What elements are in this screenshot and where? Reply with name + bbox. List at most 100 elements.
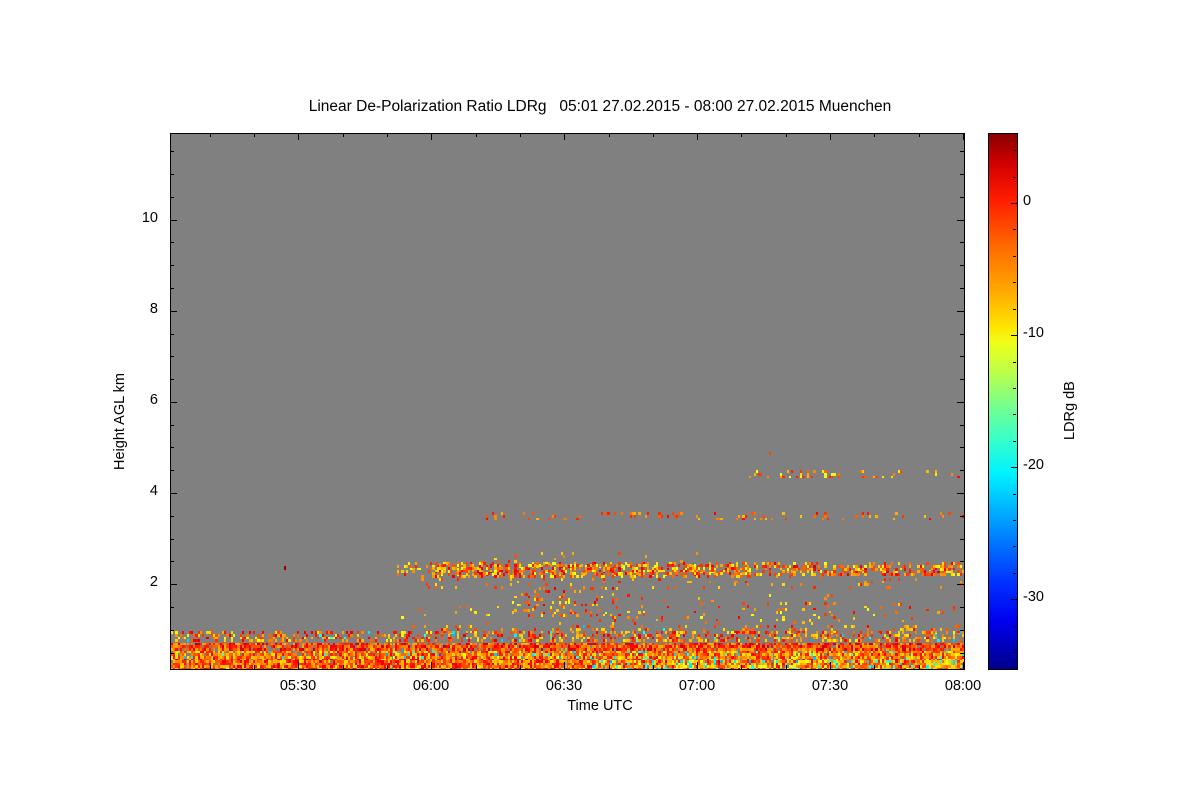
y-tick-minor bbox=[170, 288, 174, 289]
colorbar-tick-minor bbox=[1013, 388, 1016, 389]
colorbar bbox=[988, 133, 1018, 670]
y-tick-minor-right bbox=[960, 447, 964, 448]
x-tick-minor bbox=[653, 665, 654, 669]
y-tick-minor bbox=[170, 197, 174, 198]
colorbar-tick-label: -10 bbox=[1023, 325, 1044, 341]
y-tick-major-right bbox=[957, 311, 964, 312]
y-tick-minor bbox=[170, 379, 174, 380]
x-tick-minor-top bbox=[609, 133, 610, 137]
colorbar-tick-minor bbox=[1013, 150, 1016, 151]
colorbar-tick-label: 0 bbox=[1023, 193, 1031, 209]
x-tick-minor bbox=[254, 665, 255, 669]
colorbar-tick-minor bbox=[1013, 282, 1016, 283]
y-tick-minor bbox=[170, 356, 174, 357]
y-tick-minor-right bbox=[960, 425, 964, 426]
colorbar-tick-minor bbox=[1013, 309, 1016, 310]
y-tick-minor-right bbox=[960, 470, 964, 471]
x-tick-major-top bbox=[298, 133, 299, 140]
x-tick-minor bbox=[919, 665, 920, 669]
colorbar-tick-major bbox=[1011, 467, 1017, 468]
y-tick-major bbox=[170, 584, 177, 585]
colorbar-tick-minor bbox=[1013, 177, 1016, 178]
x-tick-minor bbox=[343, 665, 344, 669]
x-tick-minor bbox=[741, 665, 742, 669]
y-tick-minor bbox=[170, 174, 174, 175]
y-tick-major-right bbox=[957, 220, 964, 221]
colorbar-tick-minor bbox=[1013, 494, 1016, 495]
x-tick-label: 08:00 bbox=[928, 678, 998, 694]
y-tick-minor bbox=[170, 425, 174, 426]
y-tick-minor bbox=[170, 516, 174, 517]
y-tick-minor bbox=[170, 151, 174, 152]
y-tick-minor-right bbox=[960, 356, 964, 357]
x-tick-major bbox=[697, 662, 698, 669]
chart-title: Linear De-Polarization Ratio LDRg 05:01 … bbox=[0, 98, 1200, 116]
colorbar-title: LDRg dB bbox=[1062, 381, 1078, 440]
y-tick-major-right bbox=[957, 402, 964, 403]
x-tick-major bbox=[830, 662, 831, 669]
x-tick-label: 07:30 bbox=[795, 678, 865, 694]
x-tick-minor-top bbox=[919, 133, 920, 137]
x-tick-minor-top bbox=[520, 133, 521, 137]
y-tick-minor bbox=[170, 470, 174, 471]
x-tick-label: 07:00 bbox=[662, 678, 732, 694]
heatmap-plot-area[interactable] bbox=[170, 133, 965, 670]
y-tick-minor-right bbox=[960, 516, 964, 517]
y-tick-minor bbox=[170, 539, 174, 540]
x-tick-major bbox=[298, 662, 299, 669]
y-tick-minor-right bbox=[960, 265, 964, 266]
colorbar-tick-minor bbox=[1013, 546, 1016, 547]
x-tick-major bbox=[564, 662, 565, 669]
y-tick-minor-right bbox=[960, 334, 964, 335]
y-tick-major bbox=[170, 402, 177, 403]
y-tick-label: 8 bbox=[118, 301, 158, 317]
x-tick-minor-top bbox=[254, 133, 255, 137]
x-tick-minor bbox=[387, 665, 388, 669]
y-tick-label: 6 bbox=[118, 392, 158, 408]
colorbar-tick-major bbox=[1011, 599, 1017, 600]
colorbar-tick-label: -30 bbox=[1023, 589, 1044, 605]
colorbar-tick-minor bbox=[1013, 362, 1016, 363]
y-tick-major bbox=[170, 220, 177, 221]
y-tick-minor bbox=[170, 334, 174, 335]
colorbar-tick-minor bbox=[1013, 441, 1016, 442]
y-tick-label: 10 bbox=[118, 210, 158, 226]
y-tick-minor-right bbox=[960, 607, 964, 608]
y-tick-minor-right bbox=[960, 174, 964, 175]
y-tick-major bbox=[170, 311, 177, 312]
x-tick-minor bbox=[609, 665, 610, 669]
y-tick-minor-right bbox=[960, 379, 964, 380]
y-tick-minor-right bbox=[960, 561, 964, 562]
y-axis-title: Height AGL km bbox=[112, 373, 128, 470]
x-tick-minor bbox=[786, 665, 787, 669]
y-tick-major-right bbox=[957, 493, 964, 494]
y-tick-minor bbox=[170, 447, 174, 448]
y-tick-major-right bbox=[957, 584, 964, 585]
x-tick-major-top bbox=[830, 133, 831, 140]
x-axis-title: Time UTC bbox=[0, 698, 1200, 714]
x-tick-major bbox=[431, 662, 432, 669]
y-tick-label: 2 bbox=[118, 574, 158, 590]
y-tick-label: 4 bbox=[118, 483, 158, 499]
x-tick-major-top bbox=[963, 133, 964, 140]
x-tick-minor bbox=[874, 665, 875, 669]
colorbar-tick-minor bbox=[1013, 573, 1016, 574]
colorbar-tick-minor bbox=[1013, 520, 1016, 521]
y-tick-major bbox=[170, 493, 177, 494]
colorbar-tick-minor bbox=[1013, 652, 1016, 653]
y-tick-minor-right bbox=[960, 151, 964, 152]
y-tick-minor-right bbox=[960, 288, 964, 289]
colorbar-tick-major bbox=[1011, 335, 1017, 336]
x-tick-minor-top bbox=[387, 133, 388, 137]
x-tick-minor-top bbox=[653, 133, 654, 137]
x-tick-minor-top bbox=[210, 133, 211, 137]
y-tick-minor-right bbox=[960, 539, 964, 540]
x-tick-minor-top bbox=[476, 133, 477, 137]
colorbar-tick-minor bbox=[1013, 414, 1016, 415]
x-tick-label: 05:30 bbox=[263, 678, 333, 694]
x-tick-major-top bbox=[564, 133, 565, 140]
y-tick-minor bbox=[170, 242, 174, 243]
y-tick-minor bbox=[170, 630, 174, 631]
y-tick-minor bbox=[170, 265, 174, 266]
